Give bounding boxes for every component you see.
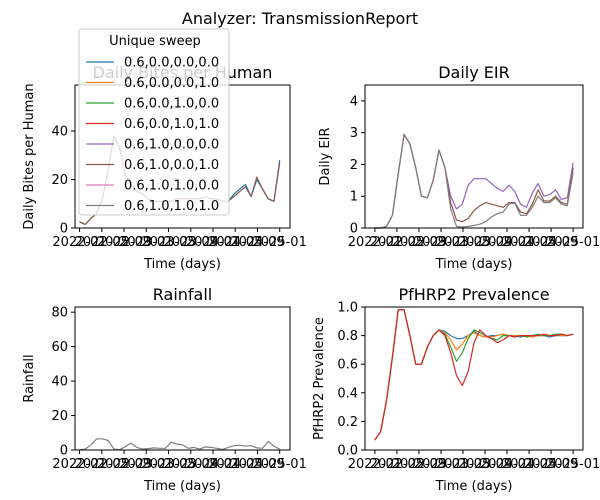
x-tick-label: 2022-09 (392, 235, 446, 250)
y-tick-label: 1.0 (337, 301, 358, 316)
y-axis-label: Daily EIR (318, 127, 333, 185)
y-tick-label: 0.8 (337, 329, 358, 344)
legend-frame (78, 28, 230, 216)
y-tick-label: 80 (51, 306, 68, 321)
x-tick-label: 2023-01 (119, 457, 173, 472)
x-tick-label: 2022-09 (97, 235, 151, 250)
legend-entry-label: 0.6,1.0,1.0,1.0 (124, 199, 219, 214)
x-tick-label: 2023-09 (458, 235, 512, 250)
x-tick-label: 2023-09 (164, 457, 218, 472)
x-tick-label: 2023-09 (458, 457, 512, 472)
x-tick-label: 2023-05 (436, 457, 490, 472)
x-tick-label: 2023-09 (164, 235, 218, 250)
x-tick-label: 2024-09 (524, 457, 578, 472)
y-axis-label: PfHRP2 Prevalence (312, 317, 327, 440)
x-tick-label: 2022-05 (370, 235, 424, 250)
panel-rainfall: 0204060802022-012022-052022-092023-01202… (22, 285, 307, 494)
axes-title: Rainfall (153, 285, 212, 304)
legend-entry-label: 0.6,1.0,0.0,0.0 (124, 138, 219, 153)
y-tick-label: 60 (51, 340, 68, 355)
x-tick-label: 2023-05 (141, 457, 195, 472)
panel-daily-eir: 0 1 2 3 4 2022-012022-052022-092023-012023-05… (318, 63, 600, 272)
y-tick-label: 3 (350, 126, 358, 141)
x-axis-label: Time (days) (435, 479, 513, 494)
x-tick-label: 2024-09 (230, 235, 284, 250)
x-tick-label: 2024-01 (186, 235, 240, 250)
y-axis-label: Rainfall (22, 354, 37, 402)
x-tick-label: 2025-01 (546, 235, 600, 250)
legend-title: Unique sweep (109, 34, 201, 49)
x-tick-label: 2024-05 (502, 235, 556, 250)
legend-entry-label: 0.6,0.0,0.0,0.0 (124, 56, 219, 71)
x-tick-label: 2022-05 (370, 457, 424, 472)
x-tick-label: 2022-05 (75, 235, 129, 250)
x-tick-label: 2022-05 (75, 457, 129, 472)
x-tick-label: 2024-09 (230, 457, 284, 472)
legend-entry-label: 0.6,0.0,1.0,1.0 (124, 117, 219, 132)
x-axis-label: Time (days) (435, 257, 513, 272)
x-tick-label: 2024-05 (502, 457, 556, 472)
x-tick-label: 2025-01 (253, 235, 307, 250)
y-tick-label: 20 (51, 409, 68, 424)
y-tick-label: 20 (51, 173, 68, 188)
x-tick-label: 2022-09 (97, 457, 151, 472)
x-tick-label: 2023-05 (141, 235, 195, 250)
figure-suptitle: Analyzer: TransmissionReport (182, 9, 418, 28)
y-tick-label: 0 (60, 222, 68, 237)
x-tick-label: 2024-01 (186, 457, 240, 472)
x-tick-label: 2023-01 (119, 235, 173, 250)
series-line-2 (374, 133, 574, 229)
series-line-0 (79, 438, 280, 451)
x-tick-label: 2022-01 (348, 235, 402, 250)
legend-entry-label: 0.6,1.0,1.0,0.0 (124, 179, 219, 194)
legend-entry-label: 0.6,0.0,0.0,1.0 (124, 76, 219, 91)
y-tick-label: 40 (51, 125, 68, 140)
legend-entry-label: 0.6,1.0,0.0,1.0 (124, 158, 219, 173)
legend: Unique sweep 0.6,0.0,0.0,0.0 0.6,0.0,0.0,… (78, 28, 230, 216)
x-axis-label: Time (days) (143, 257, 221, 272)
axes-title: Daily EIR (438, 63, 510, 82)
y-tick-label: 0.0 (337, 444, 358, 459)
y-tick-label: 1 (350, 190, 358, 205)
x-tick-label: 2023-01 (414, 457, 468, 472)
x-tick-label: 2024-05 (208, 457, 262, 472)
x-tick-label: 2022-09 (392, 457, 446, 472)
axes-frame (364, 306, 584, 451)
x-tick-label: 2024-05 (208, 235, 262, 250)
x-tick-label: 2022-01 (52, 235, 106, 250)
x-tick-label: 2024-09 (524, 235, 578, 250)
x-tick-label: 2023-05 (436, 235, 490, 250)
y-tick-label: 0.6 (337, 358, 358, 373)
x-tick-label: 2024-01 (480, 235, 534, 250)
x-tick-label: 2023-01 (414, 235, 468, 250)
axes-title: PfHRP2 Prevalence (398, 285, 549, 304)
series-line-3 (374, 309, 574, 441)
x-tick-label: 2025-01 (546, 457, 600, 472)
y-tick-label: 40 (51, 375, 68, 390)
x-tick-label: 2022-01 (348, 457, 402, 472)
y-tick-label: 0.2 (337, 415, 358, 430)
x-tick-label: 2024-01 (480, 457, 534, 472)
y-tick-label: 0 (60, 444, 68, 459)
x-tick-label: 2022-01 (52, 457, 106, 472)
axes-frame (364, 84, 584, 229)
y-axis-label: Daily Bites per Human (22, 83, 37, 229)
y-tick-label: 2 (350, 158, 358, 173)
y-tick-label: 0.4 (337, 386, 358, 401)
legend-entry-label: 0.6,0.0,1.0,0.0 (124, 97, 219, 112)
y-tick-label: 0 (350, 222, 358, 237)
y-tick-label: 4 (350, 94, 358, 109)
x-tick-label: 2025-01 (253, 457, 307, 472)
axes-frame (74, 306, 291, 451)
panel-pfhrp2-prevalence: 0.00.20.40.60.81.02022-012022-052022-092… (312, 285, 600, 494)
x-axis-label: Time (days) (143, 479, 221, 494)
